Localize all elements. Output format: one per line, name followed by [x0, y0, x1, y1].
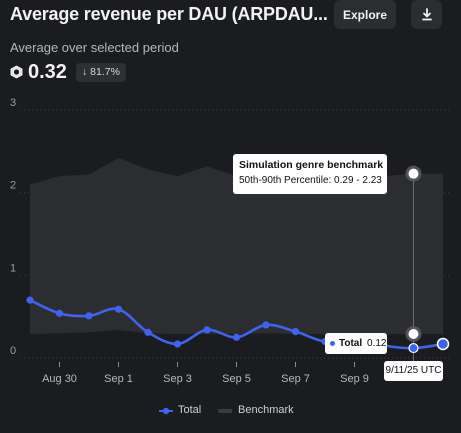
chart-area: 0 1 2 3 Aug 30 Sep 1 Sep 3 Sep 5 Sep 7 Sep 9 [10, 97, 452, 385]
legend-benchmark-marker [218, 409, 232, 413]
explore-button[interactable]: Explore [334, 0, 396, 29]
x-tick-label: Sep 1 [104, 373, 133, 385]
download-button[interactable] [411, 0, 442, 29]
download-icon [421, 8, 432, 21]
currency-coin-icon [10, 65, 23, 79]
x-tick-label: Sep 3 [163, 373, 192, 385]
chart-header: Average revenue per DAU (ARPDAU... Explo… [10, 0, 451, 32]
benchmark-tooltip: Simulation genre benchmark 50th-90th Per… [233, 154, 387, 194]
total-point [291, 327, 300, 336]
y-tick-label: 1 [10, 262, 16, 274]
y-tick-label: 0 [10, 345, 16, 357]
total-point [114, 305, 123, 313]
benchmark-band [30, 157, 443, 335]
x-tick-label: Sep 7 [281, 373, 310, 385]
legend-total-marker [159, 407, 173, 415]
benchmark-upper-marker [408, 168, 419, 179]
total-point [55, 309, 64, 317]
legend-benchmark-label: Benchmark [238, 404, 294, 416]
x-tick-label: Aug 30 [42, 373, 77, 385]
x-tick-label: Sep 9 [340, 373, 369, 385]
total-point [232, 333, 241, 341]
legend-total-label: Total [178, 404, 202, 416]
benchmark-lower-marker [408, 329, 419, 340]
total-point [26, 296, 34, 304]
change-badge: ↓ 81.7% [76, 63, 126, 82]
total-point [436, 337, 450, 351]
total-hover-marker [408, 342, 419, 354]
total-point [144, 328, 152, 336]
benchmark-tooltip-title: Simulation genre benchmark [239, 159, 384, 171]
chart-subtitle: Average over selected period [10, 40, 179, 55]
total-point [173, 340, 182, 348]
x-tick-label: Sep 5 [222, 373, 251, 385]
total-tooltip-dot [330, 341, 335, 346]
benchmark-tooltip-range: 50th-90th Percentile: 0.29 - 2.23 [239, 175, 382, 186]
y-tick-label: 2 [10, 180, 16, 192]
hover-markers [405, 165, 422, 354]
total-tooltip: Total 0.12 [325, 333, 387, 354]
total-tooltip-name: Total [339, 338, 363, 349]
chart-title: Average revenue per DAU (ARPDAU... [10, 4, 328, 24]
x-axis: Aug 30 Sep 1 Sep 3 Sep 5 Sep 7 Sep 9 [42, 362, 369, 385]
total-point [85, 312, 93, 320]
hover-date-label: 9/11/25 UTC [384, 361, 443, 381]
kpi-value: 0.32 [28, 61, 67, 83]
total-tooltip-value: 0.12 [367, 338, 387, 349]
y-axis: 0 1 2 3 [10, 97, 16, 357]
total-point [262, 321, 270, 329]
y-tick-label: 3 [10, 97, 16, 109]
total-point [203, 326, 211, 334]
